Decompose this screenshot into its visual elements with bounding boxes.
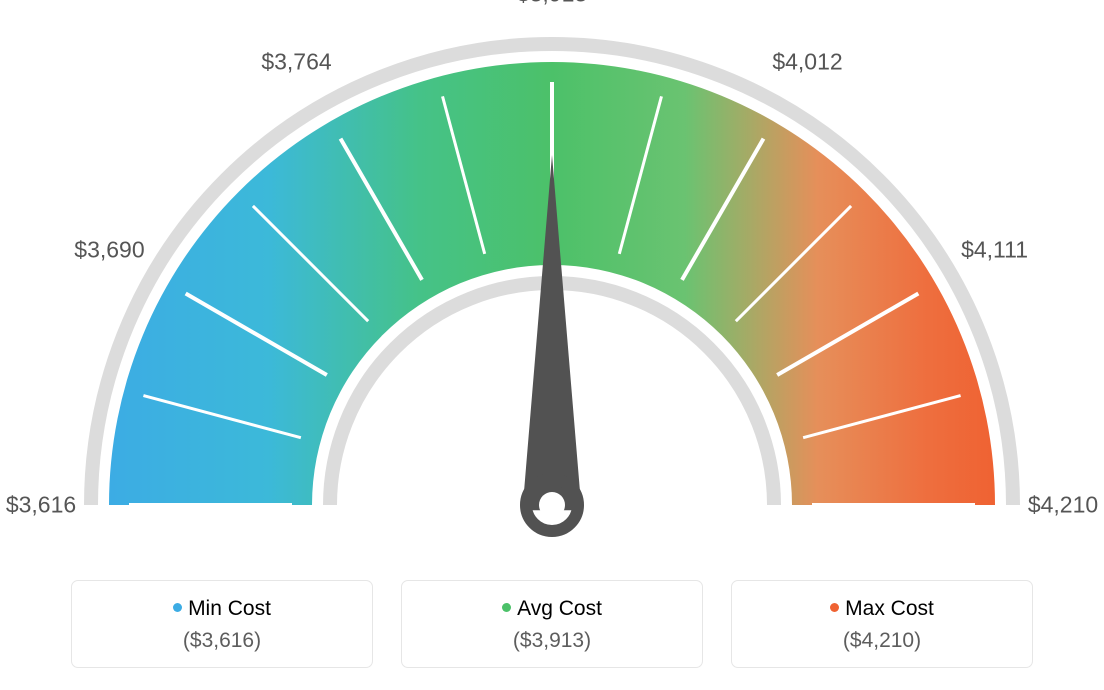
legend-min-dot	[173, 603, 182, 612]
gauge-label-3: $3,913	[517, 0, 587, 8]
gauge-label-0: $3,616	[6, 492, 76, 519]
cost-gauge-widget: $3,616 $3,690 $3,764 $3,913 $4,012 $4,111 $4,2…	[0, 0, 1104, 690]
legend-avg-dot	[502, 603, 511, 612]
legend-min-title: Min Cost	[72, 597, 372, 621]
gauge-label-1: $3,690	[74, 236, 144, 263]
gauge-label-5: $4,111	[961, 236, 1028, 263]
legend-min-label: Min Cost	[188, 597, 271, 620]
legend-min-value: ($3,616)	[72, 629, 372, 653]
gauge-label-4: $4,012	[772, 49, 842, 76]
legend-max-dot	[830, 603, 839, 612]
gauge-label-2: $3,764	[261, 49, 331, 76]
gauge-svg	[0, 0, 1104, 560]
legend-card-min: Min Cost ($3,616)	[71, 580, 373, 668]
legend-avg-title: Avg Cost	[402, 597, 702, 621]
legend-max-title: Max Cost	[732, 597, 1032, 621]
legend-max-label: Max Cost	[845, 597, 934, 620]
gauge-chart: $3,616 $3,690 $3,764 $3,913 $4,012 $4,111 $4,2…	[0, 0, 1104, 560]
legend-row: Min Cost ($3,616) Avg Cost ($3,913) Max …	[71, 580, 1033, 668]
legend-avg-label: Avg Cost	[517, 597, 602, 620]
legend-avg-value: ($3,913)	[402, 629, 702, 653]
gauge-label-6: $4,210	[1028, 492, 1098, 519]
legend-card-avg: Avg Cost ($3,913)	[401, 580, 703, 668]
legend-max-value: ($4,210)	[732, 629, 1032, 653]
legend-card-max: Max Cost ($4,210)	[731, 580, 1033, 668]
